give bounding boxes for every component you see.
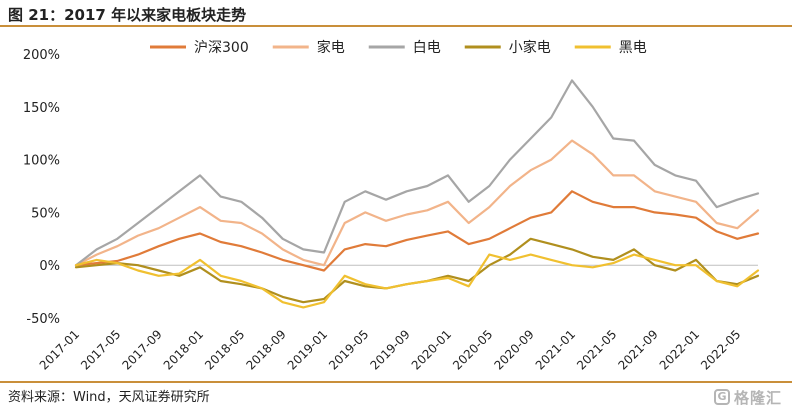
y-tick-label: -50% — [26, 312, 60, 327]
legend-label: 家电 — [317, 39, 345, 56]
x-tick-label: 2018-09 — [243, 327, 288, 372]
y-tick-label: 50% — [31, 206, 60, 221]
series-line-白电 — [74, 79, 760, 267]
x-tick-label: 2022-01 — [657, 327, 702, 372]
x-tick-label: 2021-09 — [615, 327, 660, 372]
x-tick-label: 2021-01 — [533, 327, 578, 372]
x-tick-label: 2018-01 — [161, 327, 206, 372]
series-line-家电 — [74, 139, 760, 267]
x-tick-label: 2017-09 — [119, 327, 164, 372]
legend-label: 小家电 — [509, 39, 551, 56]
legend-item: 白电 — [368, 40, 441, 56]
chart-title: 图 21：2017 年以来家电板块走势 — [8, 6, 247, 24]
x-tick-label: 2020-01 — [409, 327, 454, 372]
x-tick-label: 2019-05 — [326, 327, 371, 372]
x-tick-label: 2022-05 — [698, 327, 743, 372]
legend-item: 小家电 — [464, 39, 551, 56]
watermark-logo: G 格隆汇 — [713, 386, 782, 408]
watermark-text: 格隆汇 — [733, 388, 782, 407]
y-tick-label: 200% — [23, 48, 60, 63]
legend-label: 黑电 — [619, 40, 647, 56]
source-note: 资料来源：Wind，天风证券研究所 — [8, 390, 210, 405]
x-tick-label: 2017-05 — [78, 327, 123, 372]
y-axis: 200% 150% 100% 50% 0% -50% — [23, 48, 60, 327]
watermark-g-icon: G — [713, 389, 730, 405]
x-axis: 2017-012017-052017-092018-012018-052018-… — [37, 327, 744, 372]
legend-label: 白电 — [413, 40, 441, 56]
series-line-黑电 — [74, 253, 760, 309]
y-tick-label: 100% — [23, 154, 60, 169]
x-tick-label: 2017-01 — [37, 327, 82, 372]
legend: 沪深300 家电 白电 小家电 黑电 — [150, 39, 647, 56]
y-tick-label: 150% — [23, 101, 60, 116]
legend-item: 沪深300 — [150, 40, 249, 56]
series-line-小家电 — [74, 237, 760, 304]
legend-item: 黑电 — [574, 40, 647, 56]
x-tick-label: 2020-05 — [450, 327, 495, 372]
series-line-沪深300 — [74, 190, 760, 272]
x-tick-label: 2020-09 — [491, 327, 536, 372]
x-tick-label: 2019-09 — [367, 327, 412, 372]
x-tick-label: 2019-01 — [285, 327, 330, 372]
legend-label: 沪深300 — [194, 40, 249, 56]
y-tick-label: 0% — [39, 259, 60, 274]
plot-area — [74, 79, 760, 309]
bottom-divider — [0, 381, 792, 383]
x-tick-label: 2018-05 — [202, 327, 247, 372]
title-bar: 图 21：2017 年以来家电板块走势 — [0, 0, 792, 27]
legend-item: 家电 — [272, 39, 345, 56]
x-tick-label: 2021-05 — [574, 327, 619, 372]
